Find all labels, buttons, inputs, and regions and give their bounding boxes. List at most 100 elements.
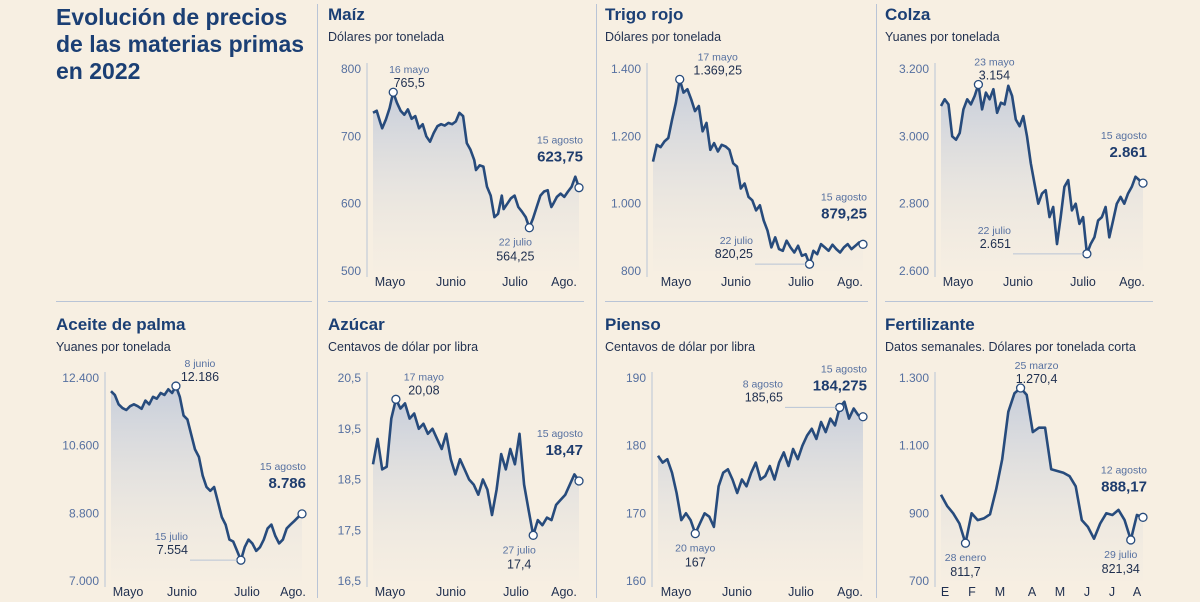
- chart-title: Maíz: [328, 5, 365, 24]
- annotation-marker: [171, 381, 181, 391]
- chart-panel: Aceite de palma Yuanes por tonelada 7.000 8…: [56, 315, 307, 599]
- annotation-date: 17 mayo: [404, 371, 444, 383]
- y-tick-label: 170: [626, 506, 646, 520]
- annotation-date: 23 mayo: [974, 56, 1014, 68]
- divider: [596, 4, 597, 598]
- chart-panel: Maíz Dólares por tonelada 500 600 700 800 Mayo…: [328, 5, 584, 289]
- annotation-date: 15 agosto: [1101, 130, 1147, 142]
- x-tick-label: Ago.: [1119, 275, 1145, 289]
- divider: [317, 4, 318, 598]
- annotation-marker: [675, 74, 685, 85]
- annotation-value: 1.270,4: [1016, 372, 1058, 386]
- chart-title: Aceite de palma: [56, 315, 186, 334]
- series-area: [658, 401, 863, 581]
- series-line: [939, 386, 1144, 545]
- x-tick-label: Junio: [436, 585, 466, 599]
- series-line: [939, 83, 1144, 256]
- annotation-value: 821,34: [1102, 562, 1140, 576]
- x-tick-label: Ago.: [837, 585, 863, 599]
- chart-subtitle: Centavos de dólar por libra: [328, 340, 478, 354]
- x-tick-label: Ago.: [551, 275, 577, 289]
- chart-panel: Fertilizante Datos semanales. Dólares por…: [885, 315, 1148, 599]
- annotation-date: 28 enero: [945, 552, 987, 564]
- series-area: [111, 386, 302, 581]
- annotation-value: 17,4: [507, 557, 531, 571]
- x-tick-label: E: [941, 585, 949, 599]
- annotation-marker: [297, 509, 307, 519]
- chart-subtitle: Datos semanales. Dólares por tonelada co…: [885, 340, 1136, 354]
- y-tick-label: 700: [909, 574, 929, 588]
- annotation-date: 22 julio: [499, 237, 532, 249]
- y-tick-label: 2.600: [899, 264, 929, 278]
- x-tick-label: J: [1109, 585, 1115, 599]
- annotation-marker: [1015, 383, 1026, 393]
- y-tick-label: 500: [341, 264, 361, 278]
- annotation-marker: [960, 538, 971, 548]
- annotation-value: 12.186: [181, 370, 219, 384]
- y-tick-label: 1.100: [899, 439, 929, 453]
- annotation-value: 167: [685, 556, 706, 570]
- x-tick-label: Ago.: [280, 585, 306, 599]
- x-tick-label: Junio: [722, 585, 752, 599]
- y-tick-label: 16,5: [338, 574, 362, 588]
- annotation-marker: [1138, 512, 1148, 522]
- annotation-marker: [391, 394, 401, 404]
- annotation-value: 7.554: [157, 543, 188, 557]
- annotation-marker: [804, 259, 815, 269]
- annotation-marker: [858, 412, 868, 422]
- annotation-value: 820,25: [715, 247, 753, 261]
- x-tick-label: Junio: [167, 585, 197, 599]
- annotation-date: 16 mayo: [389, 64, 429, 76]
- chart-title: Trigo rojo: [605, 5, 683, 24]
- y-tick-label: 190: [626, 371, 646, 385]
- x-tick-label: Junio: [436, 275, 466, 289]
- chart-subtitle: Dólares por tonelada: [328, 30, 444, 44]
- annotation-date: 29 julio: [1104, 549, 1137, 561]
- x-tick-label: Mayo: [661, 275, 692, 289]
- annotation-marker: [858, 239, 868, 249]
- x-tick-label: Julio: [502, 275, 528, 289]
- annotation-value: 8.786: [268, 475, 306, 492]
- annotation-date: 8 agosto: [743, 378, 783, 390]
- chart-title: Fertilizante: [885, 315, 975, 334]
- chart-subtitle: Dólares por tonelada: [605, 30, 721, 44]
- annotation-marker: [973, 79, 984, 90]
- annotation-marker: [690, 528, 700, 539]
- annotation-date: 20 mayo: [675, 543, 715, 555]
- chart-title: Azúcar: [328, 315, 385, 334]
- y-tick-label: 160: [626, 574, 646, 588]
- chart-subtitle: Yuanes por tonelada: [56, 340, 171, 354]
- chart-title: Pienso: [605, 315, 661, 334]
- divider: [876, 4, 877, 598]
- annotation-marker: [835, 402, 845, 413]
- annotation-date: 8 junio: [184, 358, 215, 370]
- y-tick-label: 180: [626, 439, 646, 453]
- y-tick-label: 1.200: [611, 129, 641, 143]
- chart-subtitle: Centavos de dólar por libra: [605, 340, 755, 354]
- annotation-value: 879,25: [821, 205, 867, 222]
- annotation-marker: [574, 476, 584, 486]
- y-tick-label: 800: [621, 264, 641, 278]
- y-tick-label: 7.000: [69, 574, 99, 588]
- y-tick-label: 19,5: [338, 422, 362, 436]
- chart-panel: Trigo rojo Dólares por tonelada 800 1.000 1.…: [605, 5, 868, 289]
- annotation-date: 15 julio: [155, 531, 188, 543]
- annotation-date: 17 mayo: [698, 51, 738, 63]
- y-tick-label: 2.800: [899, 197, 929, 211]
- y-tick-label: 18,5: [338, 473, 362, 487]
- annotation-date: 15 agosto: [260, 461, 306, 473]
- y-tick-label: 3.000: [899, 129, 929, 143]
- x-tick-label: Julio: [503, 585, 529, 599]
- x-tick-label: Mayo: [113, 585, 144, 599]
- annotation-value: 3.154: [979, 68, 1010, 82]
- annotation-date: 15 agosto: [821, 191, 867, 203]
- chart-subtitle: Yuanes por tonelada: [885, 30, 1000, 44]
- annotation-date: 27 julio: [503, 544, 536, 556]
- annotation-marker: [1082, 249, 1092, 259]
- x-tick-label: Julio: [788, 275, 814, 289]
- divider: [56, 301, 312, 302]
- x-tick-label: Julio: [1070, 275, 1096, 289]
- annotation-marker: [574, 183, 584, 193]
- annotation-value: 185,65: [745, 390, 783, 404]
- x-tick-label: M: [1055, 585, 1065, 599]
